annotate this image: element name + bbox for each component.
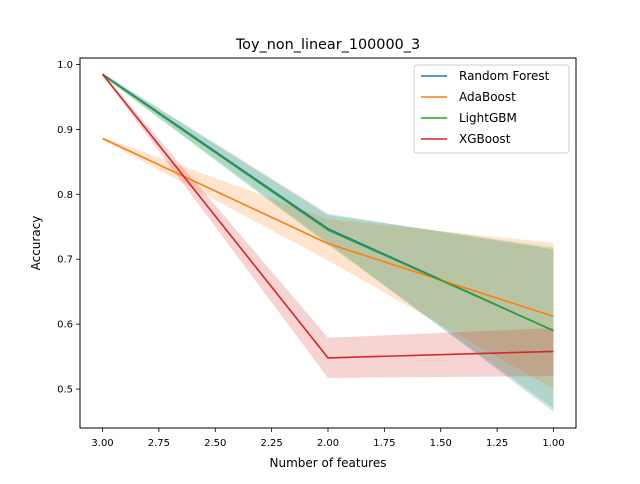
band-lightgbm [102,73,554,409]
x-tick-label: 2.25 [261,438,283,449]
line-xgboost [101,73,554,359]
x-tick-label: 1.75 [373,438,395,449]
legend-label-lightgbm: LightGBM [459,111,517,125]
legend-label-xgboost: XGBoost [459,132,511,146]
line-lightgbm [102,74,554,332]
x-tick-label: 2.00 [317,438,339,449]
y-tick-label: 1.0 [57,60,73,71]
x-tick-label: 2.75 [148,438,170,449]
x-tick-label: 1.00 [542,438,564,449]
y-axis-ticks: 0.5 0.6 0.7 0.8 0.9 1.0 [57,60,80,396]
legend: Random Forest AdaBoost LightGBM XGBoost [413,64,570,154]
x-axis-label: Number of features [270,456,387,470]
band-xgboost [102,72,554,379]
x-tick-label: 1.50 [430,438,452,449]
band-adaboost [102,137,554,390]
y-tick-label: 0.9 [57,125,73,136]
chart-title: Toy_non_linear_100000_3 [235,37,420,53]
x-tick-label: 2.50 [204,438,226,449]
band-random-forest [102,72,554,412]
confidence-bands [102,72,554,412]
x-tick-label: 1.25 [486,438,508,449]
legend-label-random-forest: Random Forest [459,69,550,83]
line-adaboost [102,137,554,318]
legend-label-adaboost: AdaBoost [459,90,516,104]
y-axis-label: Accuracy [29,216,43,271]
x-tick-label: 3.00 [91,438,113,449]
legend-box [413,64,570,154]
series-lines [101,73,554,359]
y-tick-label: 0.5 [57,385,73,396]
y-tick-label: 0.6 [57,320,73,331]
y-tick-label: 0.7 [57,255,73,266]
y-tick-label: 0.8 [57,190,73,201]
x-axis-ticks: 3.00 2.75 2.50 2.25 2.00 1.75 1.50 1.25 1.00 [91,428,565,449]
